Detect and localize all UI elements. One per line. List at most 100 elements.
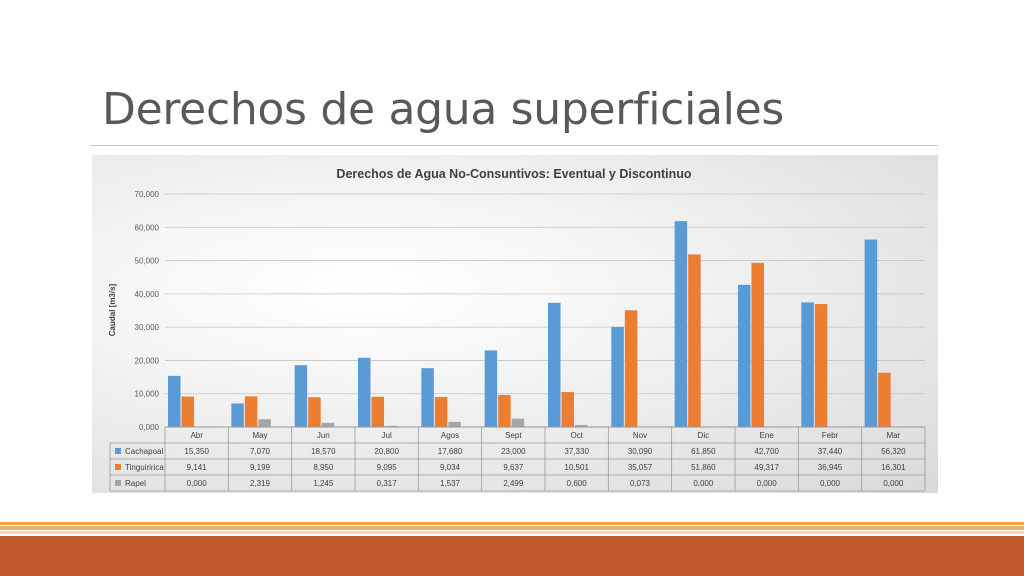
bar-chart: Derechos de Agua No-Consuntivos: Eventua…: [108, 167, 926, 492]
bar-tinguiririca-nov: [624, 310, 638, 427]
title-divider: [90, 145, 938, 146]
bar-cachapoal-may: [231, 403, 244, 427]
x-tick-label: Nov: [633, 431, 647, 440]
x-tick-label: Febr: [822, 431, 839, 440]
x-tick-label: Sept: [505, 431, 522, 440]
footer-accent-line: [0, 531, 1024, 534]
data-label: 0,000: [757, 479, 778, 488]
data-label: 0,073: [630, 479, 651, 488]
bar-cachapoal-agos: [421, 368, 434, 427]
data-label: 23,000: [501, 447, 526, 456]
data-label: 8,950: [313, 463, 334, 472]
data-label: 36,945: [818, 463, 843, 472]
data-label: 9,095: [377, 463, 398, 472]
bar-tinguiririca-jun: [308, 397, 321, 427]
legend-key-tinguiririca: [115, 464, 121, 470]
y-axis-label: Caudal [m3/s]: [108, 283, 117, 336]
bar-cachapoal-febr: [801, 302, 814, 427]
bar-cachapoal-ene: [738, 284, 751, 427]
x-tick-label: Oct: [570, 431, 583, 440]
legend-key-cachapoal: [115, 448, 121, 454]
footer-accent-line: [0, 526, 1024, 530]
data-label: 9,637: [503, 463, 524, 472]
legend-entry-cachapoal: Cachapoal: [125, 447, 163, 456]
legend-entry-rapel: Rapel: [125, 479, 146, 488]
bar-cachapoal-dic: [674, 221, 688, 427]
bar-tinguiririca-agos: [434, 396, 448, 427]
data-label: 1,245: [313, 479, 334, 488]
x-tick-label: Jun: [317, 431, 330, 440]
data-label: 17,680: [438, 447, 463, 456]
y-tick-label: 50,000: [135, 257, 160, 266]
data-label: 10,501: [564, 463, 589, 472]
data-label: 9,141: [187, 463, 208, 472]
data-label: 7,070: [250, 447, 271, 456]
data-label: 2,319: [250, 479, 271, 488]
data-label: 18,570: [311, 447, 336, 456]
data-label: 61,850: [691, 447, 716, 456]
data-label: 1,537: [440, 479, 461, 488]
bar-cachapoal-abr: [168, 375, 181, 427]
data-label: 0,600: [567, 479, 588, 488]
x-tick-label: Jul: [382, 431, 392, 440]
bar-rapel-oct: [575, 425, 588, 427]
x-tick-label: May: [252, 431, 267, 440]
data-label: 2,499: [503, 479, 524, 488]
bar-tinguiririca-may: [244, 396, 258, 427]
footer-bar: [0, 536, 1024, 576]
data-label: 16,301: [881, 463, 906, 472]
footer-accent-line: [0, 522, 1024, 525]
y-tick-label: 10,000: [135, 390, 160, 399]
bar-tinguiririca-abr: [181, 396, 194, 427]
x-tick-label: Abr: [190, 431, 203, 440]
slide-title: Derechos de agua superficiales: [102, 84, 784, 135]
y-tick-label: 60,000: [135, 223, 160, 232]
bar-cachapoal-mar: [864, 239, 878, 427]
data-label: 49,317: [754, 463, 779, 472]
y-tick-label: 70,000: [135, 190, 160, 199]
data-label: 0,000: [883, 479, 904, 488]
y-tick-label: 0,000: [139, 423, 160, 432]
chart-area: Derechos de Agua No-Consuntivos: Eventua…: [92, 155, 938, 493]
bar-tinguiririca-dic: [688, 254, 701, 427]
bar-tinguiririca-jul: [371, 396, 384, 427]
data-label: 56,320: [881, 447, 906, 456]
x-tick-label: Ene: [760, 431, 775, 440]
bar-rapel-may: [258, 419, 271, 427]
bar-tinguiririca-febr: [814, 304, 828, 427]
bar-tinguiririca-oct: [561, 392, 574, 427]
bar-rapel-agos: [448, 421, 461, 427]
y-tick-label: 40,000: [135, 290, 160, 299]
data-label: 15,350: [184, 447, 209, 456]
legend-key-rapel: [115, 480, 121, 486]
data-label: 30,090: [628, 447, 653, 456]
data-label: 0,317: [377, 479, 398, 488]
legend-entry-tinguiririca: Tinguiririca: [125, 463, 164, 472]
bar-cachapoal-nov: [611, 326, 624, 427]
bar-cachapoal-jun: [294, 365, 308, 427]
data-label: 9,199: [250, 463, 271, 472]
x-tick-label: Agos: [441, 431, 459, 440]
data-label: 20,800: [374, 447, 399, 456]
y-tick-label: 30,000: [135, 323, 160, 332]
data-label: 51,860: [691, 463, 716, 472]
data-label: 35,057: [628, 463, 653, 472]
data-label: 0,000: [187, 479, 208, 488]
data-label: 9,034: [440, 463, 461, 472]
bar-cachapoal-sept: [484, 350, 498, 427]
y-tick-label: 20,000: [135, 356, 160, 365]
bar-rapel-jun: [321, 422, 335, 427]
data-label: 37,440: [818, 447, 843, 456]
bar-rapel-sept: [511, 418, 525, 427]
data-label: 37,330: [564, 447, 589, 456]
data-label: 0,000: [820, 479, 841, 488]
x-tick-label: Mar: [886, 431, 900, 440]
chart-title: Derechos de Agua No-Consuntivos: Eventua…: [336, 167, 691, 181]
data-label: 42,700: [754, 447, 779, 456]
bar-tinguiririca-sept: [498, 394, 511, 427]
bar-cachapoal-oct: [548, 302, 561, 427]
bar-rapel-jul: [385, 425, 398, 427]
bar-tinguiririca-mar: [878, 372, 891, 427]
bar-tinguiririca-ene: [751, 262, 764, 427]
x-tick-label: Dic: [698, 431, 710, 440]
